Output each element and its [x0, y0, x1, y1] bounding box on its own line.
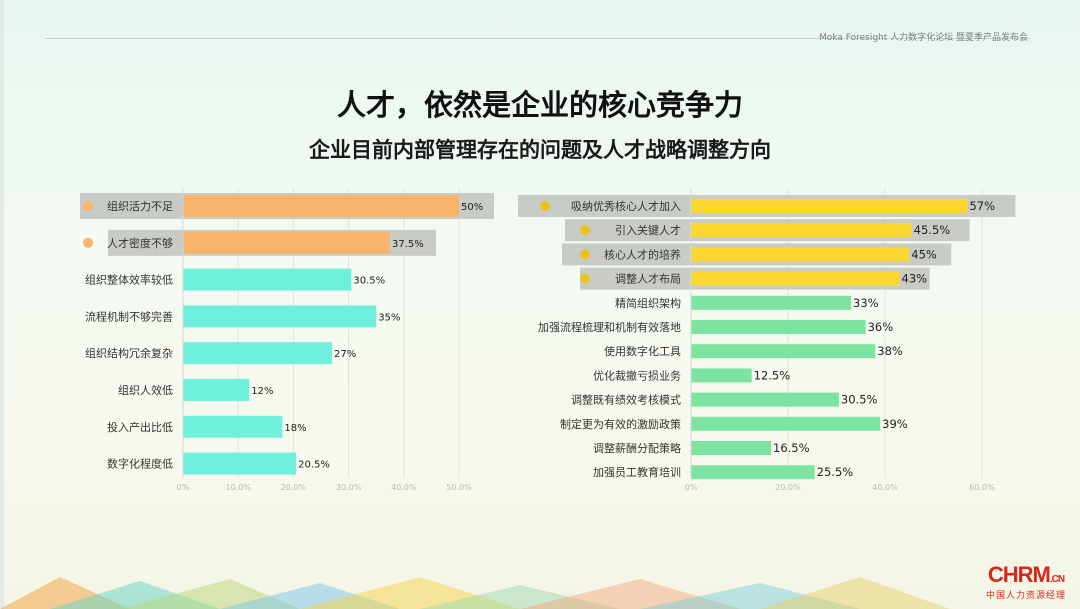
bar [691, 320, 866, 334]
bullet-dot [580, 249, 590, 260]
value-label: 37.5% [392, 239, 424, 250]
bar [183, 195, 459, 217]
bar [183, 268, 352, 291]
value-label: 16.5% [773, 441, 810, 455]
highlight-band [562, 243, 952, 266]
value-label: 45% [911, 247, 937, 261]
value-label: 57% [969, 199, 995, 213]
bar [691, 368, 752, 383]
bar [691, 223, 912, 238]
value-label: 38% [877, 344, 903, 358]
bullet-dot [580, 225, 590, 236]
value-label: 20.5% [298, 460, 330, 471]
value-label: 45.5% [914, 223, 951, 237]
bar [183, 452, 297, 475]
value-label: 12% [251, 386, 273, 397]
category-label: 核心人才的培养 [604, 247, 681, 261]
value-label: 25.5% [817, 465, 854, 479]
bullet-dot [83, 237, 93, 248]
x-tick-label: 0% [177, 483, 190, 492]
category-label: 调整薪酬分配策略 [593, 441, 681, 455]
bullet-dot [540, 201, 550, 211]
category-label: 使用数字化工具 [604, 344, 681, 358]
category-label: 加强流程梳理和机制有效落地 [538, 320, 681, 334]
highlight-band [565, 219, 970, 242]
category-label: 组织活力不足 [107, 199, 173, 213]
value-label: 30.5% [841, 393, 878, 407]
left-edge [0, 0, 4, 609]
bar [691, 247, 910, 262]
x-tick-label: 20.0% [775, 483, 801, 492]
category-label: 组织结构冗余复杂 [85, 346, 173, 360]
bar [691, 465, 815, 480]
value-label: 33% [853, 296, 879, 310]
value-label: 50% [461, 202, 483, 213]
bar [691, 295, 852, 310]
bullet-dot [580, 273, 590, 284]
bar [691, 392, 839, 407]
highlight-band [108, 229, 436, 256]
value-label: 43% [902, 272, 928, 286]
category-label: 组织整体效率较低 [85, 273, 173, 287]
header-brand: Moka Foresight 人力数字化论坛 暨夏季产品发布会 [819, 33, 1028, 43]
bar [183, 415, 283, 438]
highlight-band [518, 195, 1016, 217]
x-tick-label: 60.0% [969, 483, 995, 492]
category-label: 调整既有绩效考核模式 [571, 393, 681, 407]
x-tick-label: 10.0% [225, 483, 251, 492]
category-label: 精简组织架构 [615, 296, 681, 310]
decorative-footer [0, 577, 1080, 609]
category-label: 流程机制不够完善 [85, 309, 173, 323]
x-tick-label: 40.0% [391, 483, 417, 492]
value-label: 18% [284, 423, 306, 434]
value-label: 35% [378, 312, 400, 323]
value-label: 36% [868, 320, 894, 334]
category-label: 人才密度不够 [107, 236, 173, 250]
category-label: 组织人效低 [118, 383, 173, 397]
value-label: 39% [882, 417, 908, 431]
x-tick-label: 40.0% [872, 483, 898, 492]
category-label: 制定更为有效的激励政策 [560, 417, 681, 431]
x-tick-label: 50.0% [446, 483, 472, 492]
category-label: 数字化程度低 [107, 457, 173, 471]
category-label: 投入产出比低 [107, 420, 173, 434]
value-label: 27% [334, 349, 356, 360]
bar [183, 305, 377, 328]
chrm-logo: CHRM.CN 中国人力资源经理 [985, 562, 1066, 602]
bar [691, 441, 772, 455]
category-label: 调整人才布局 [615, 272, 681, 286]
value-label: 30.5% [353, 276, 385, 287]
bar [691, 416, 881, 431]
bar [183, 379, 250, 401]
header-rule [45, 38, 1030, 39]
bar [183, 342, 333, 365]
highlight-band [80, 193, 494, 219]
category-label: 吸纳优秀核心人才加入 [571, 199, 681, 213]
bullet-dot [83, 201, 93, 211]
category-label: 优化裁撤亏损业务 [593, 368, 681, 382]
category-label: 加强员工教育培训 [593, 465, 681, 479]
page-subtitle: 企业目前内部管理存在的问题及人才战略调整方向 [309, 138, 771, 162]
bar [691, 271, 900, 286]
value-label: 12.5% [754, 368, 791, 382]
x-tick-label: 20.0% [281, 483, 307, 492]
highlight-band [580, 267, 930, 290]
page-title: 人才，依然是企业的核心竞争力 [336, 88, 743, 122]
x-tick-label: 30.0% [336, 483, 362, 492]
bar [691, 344, 876, 359]
category-label: 引入关键人才 [615, 223, 681, 237]
x-tick-label: 0% [685, 483, 698, 492]
bar [183, 231, 390, 254]
bar [691, 199, 968, 213]
